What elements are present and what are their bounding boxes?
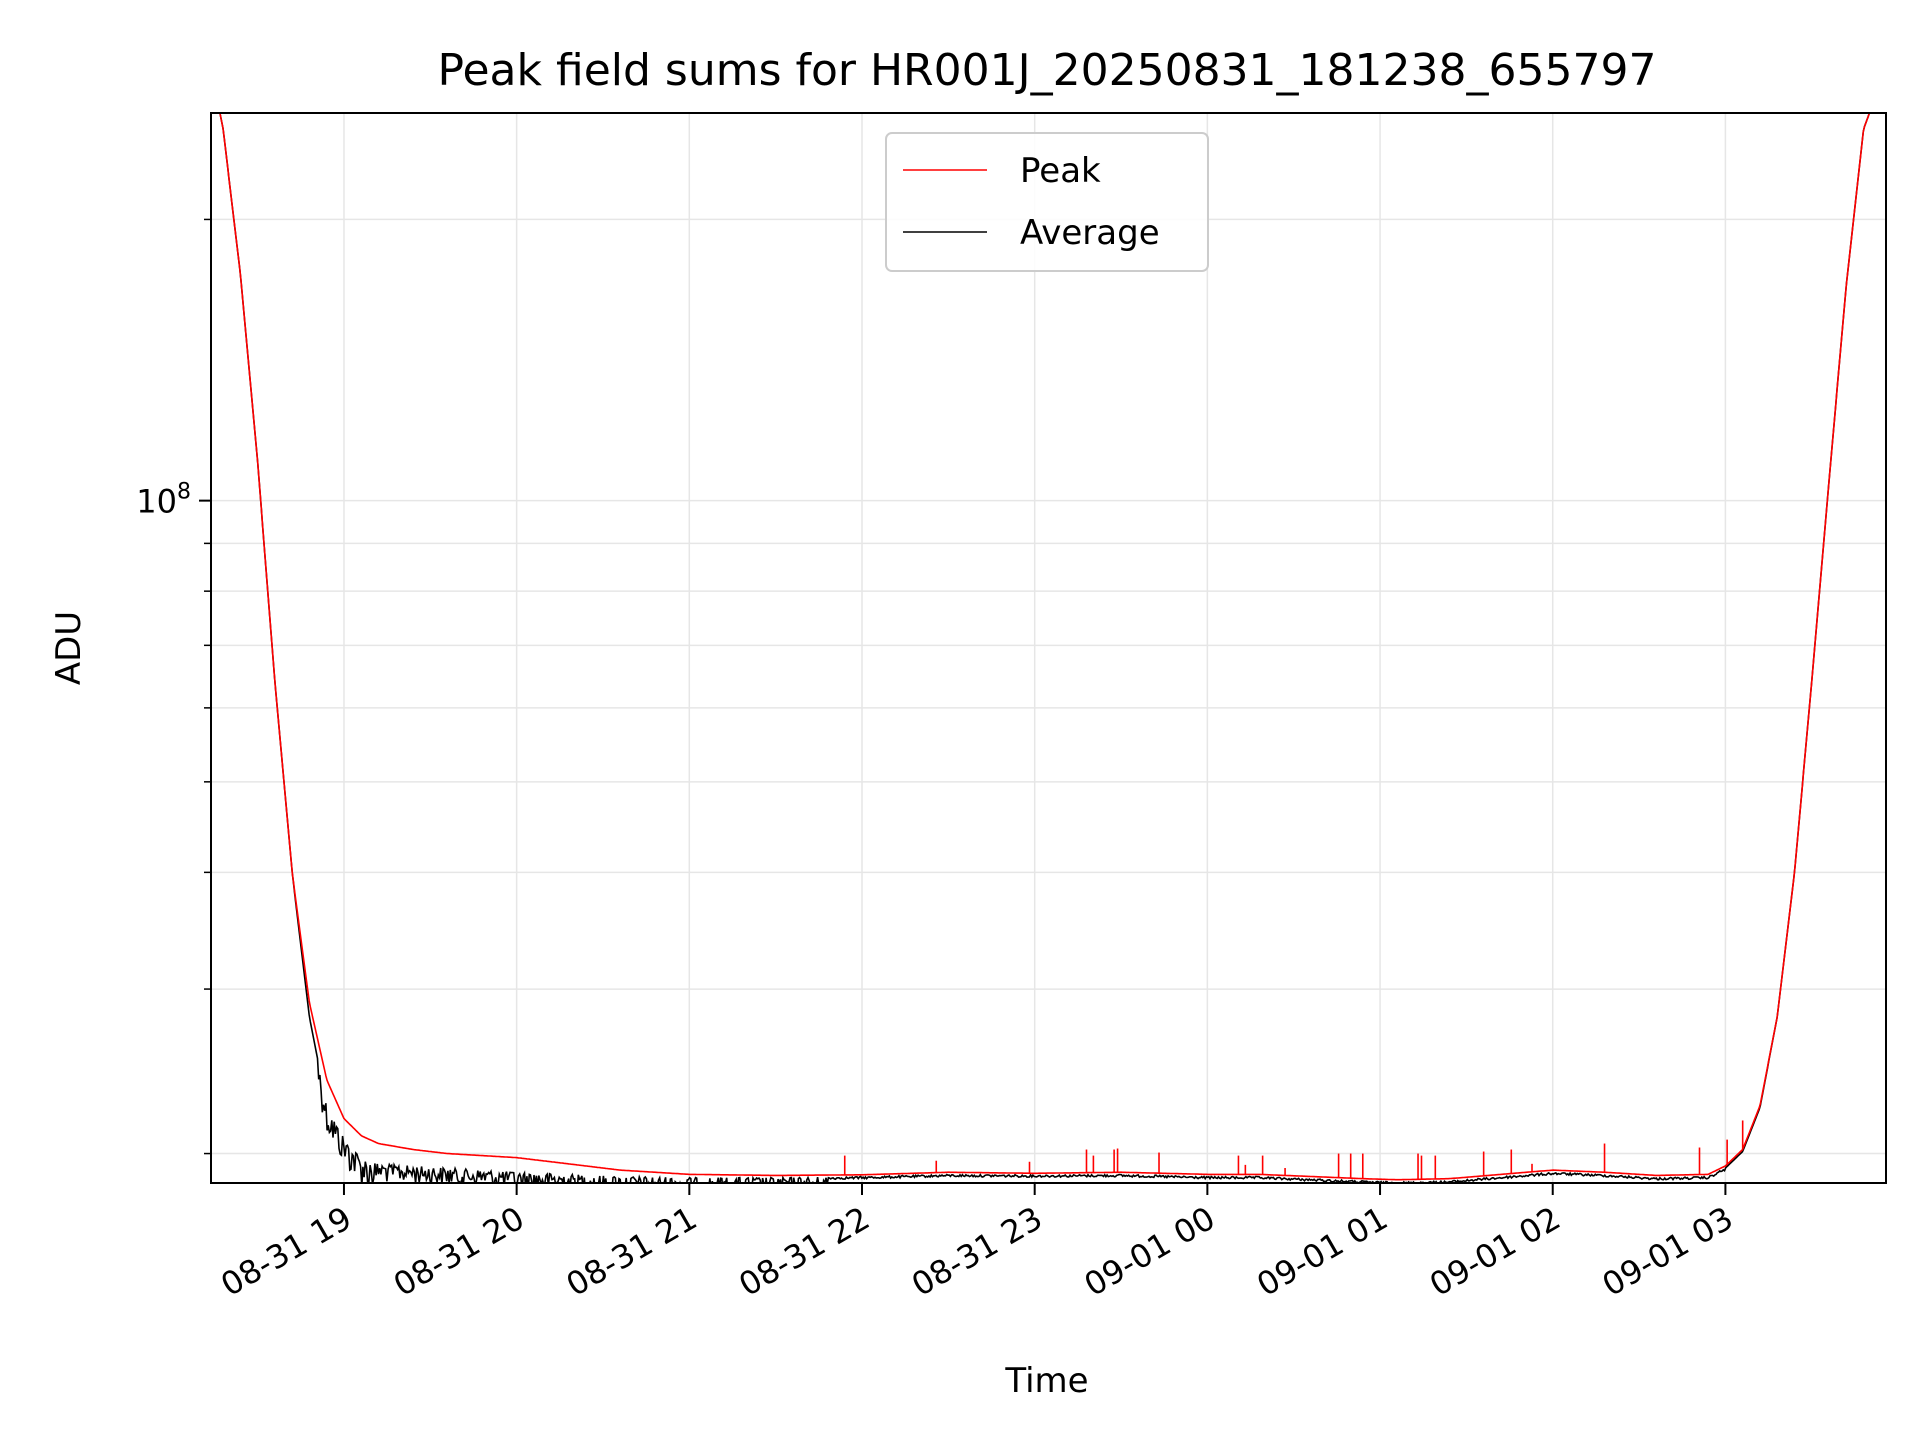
x-axis-label: Time — [1004, 1361, 1088, 1401]
y-tick-label: 108 — [136, 480, 191, 521]
chart-title: Peak field sums for HR001J_20250831_1812… — [438, 45, 1657, 96]
legend-box — [885, 132, 1209, 272]
legend-label-peak: Peak — [1020, 151, 1101, 191]
grid — [211, 113, 1886, 1183]
y-axis-label: ADU — [49, 611, 89, 685]
legend: Peak Average — [885, 132, 1209, 272]
series-layer — [219, 113, 1871, 1183]
plot-frame — [210, 112, 1887, 1184]
peak-series-line — [219, 113, 1871, 1181]
legend-label-average: Average — [1020, 213, 1160, 253]
average-series-line — [219, 113, 1871, 1183]
